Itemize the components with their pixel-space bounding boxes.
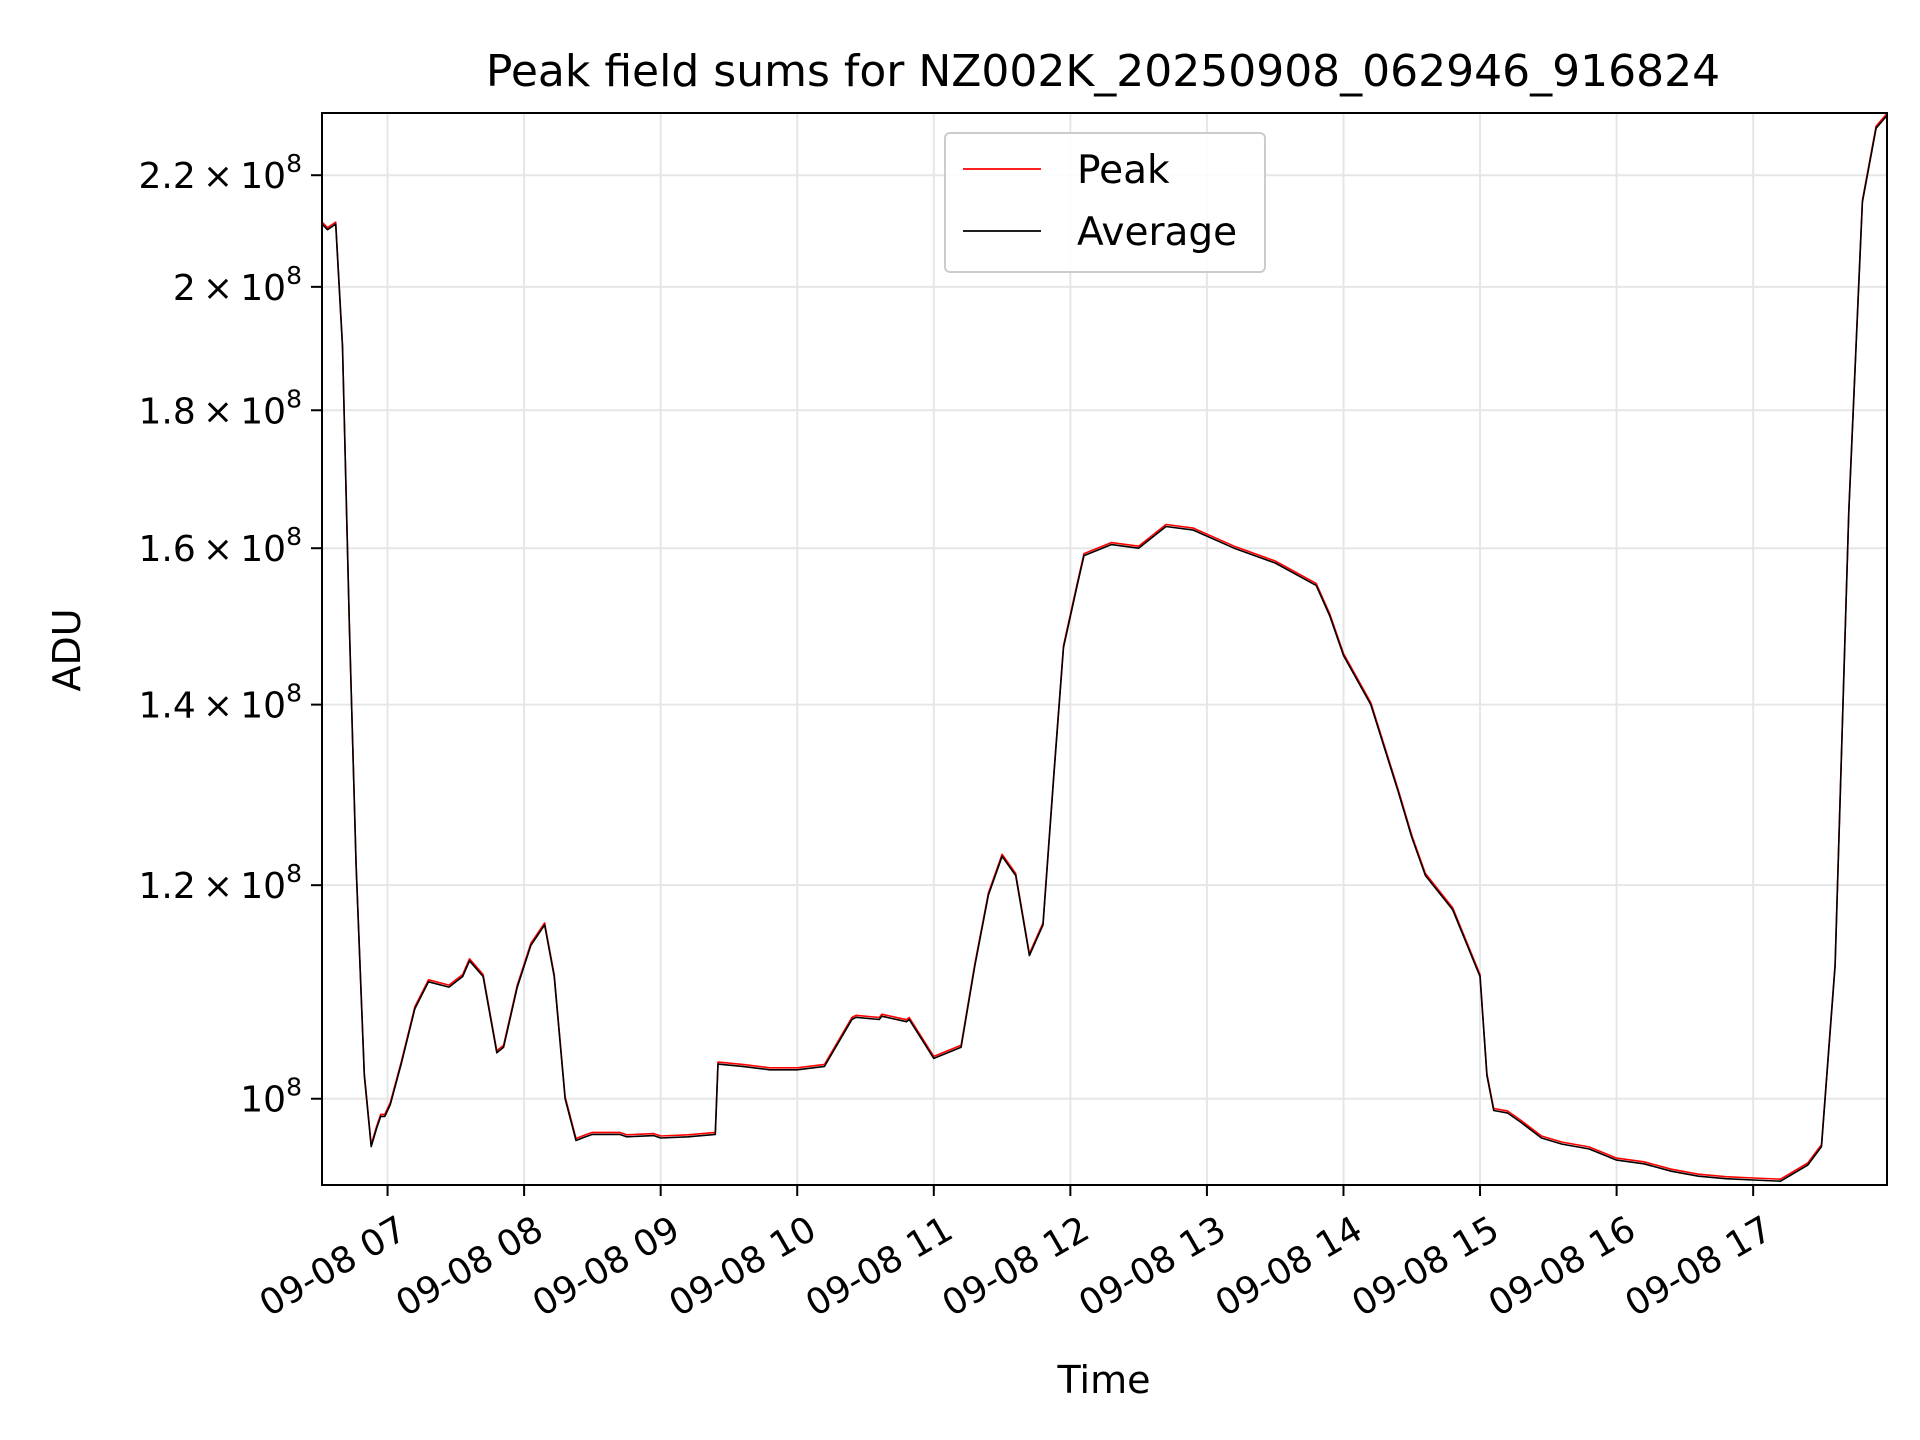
legend: Peak Average (944, 132, 1266, 273)
grid (322, 113, 1887, 1185)
y-tick-label: 108 (240, 1073, 302, 1121)
legend-label-average: Average (1077, 210, 1237, 255)
x-tick-label: 09-08 12 (936, 1209, 1097, 1325)
x-tick-label: 09-08 07 (253, 1209, 414, 1325)
plot-frame (321, 112, 1888, 1186)
y-tick-label: 2 × 108 (173, 261, 302, 309)
x-tick-label: 09-08 17 (1618, 1209, 1779, 1325)
y-axis-ticks: 108 1.2 × 108 1.4 × 108 1.6 × 108 1.8 × 108 2… (138, 149, 322, 1121)
y-tick-label: 1.4 × 108 (138, 679, 302, 727)
y-axis-label: ADU (45, 608, 89, 691)
series-line-average (321, 114, 1888, 1182)
y-tick-label: 1.8 × 108 (138, 384, 302, 432)
x-tick-label: 09-08 14 (1209, 1209, 1370, 1325)
y-tick-label: 2.2 × 108 (138, 149, 302, 197)
x-tick-label: 09-08 10 (663, 1209, 824, 1325)
y-tick-label: 1.6 × 108 (138, 522, 302, 570)
legend-box (944, 132, 1266, 273)
x-tick-label: 09-08 15 (1345, 1209, 1506, 1325)
x-tick-label: 09-08 16 (1482, 1209, 1643, 1325)
x-tick-label: 09-08 11 (799, 1209, 960, 1325)
x-tick-label: 09-08 08 (389, 1209, 550, 1325)
chart-title: Peak field sums for NZ002K_20250908_0629… (486, 46, 1720, 97)
legend-label-peak: Peak (1077, 148, 1170, 193)
x-tick-label: 09-08 09 (526, 1209, 687, 1325)
y-tick-label: 1.2 × 108 (138, 859, 302, 907)
x-axis-label: Time (1057, 1358, 1151, 1402)
plot-lines (321, 112, 1888, 1182)
x-tick-label: 09-08 13 (1072, 1209, 1233, 1325)
series-line-peak (321, 112, 1888, 1180)
